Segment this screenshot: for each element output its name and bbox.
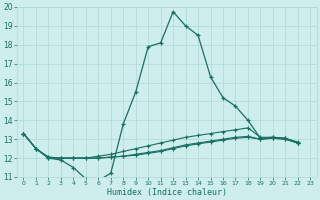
- X-axis label: Humidex (Indice chaleur): Humidex (Indice chaleur): [107, 188, 227, 197]
